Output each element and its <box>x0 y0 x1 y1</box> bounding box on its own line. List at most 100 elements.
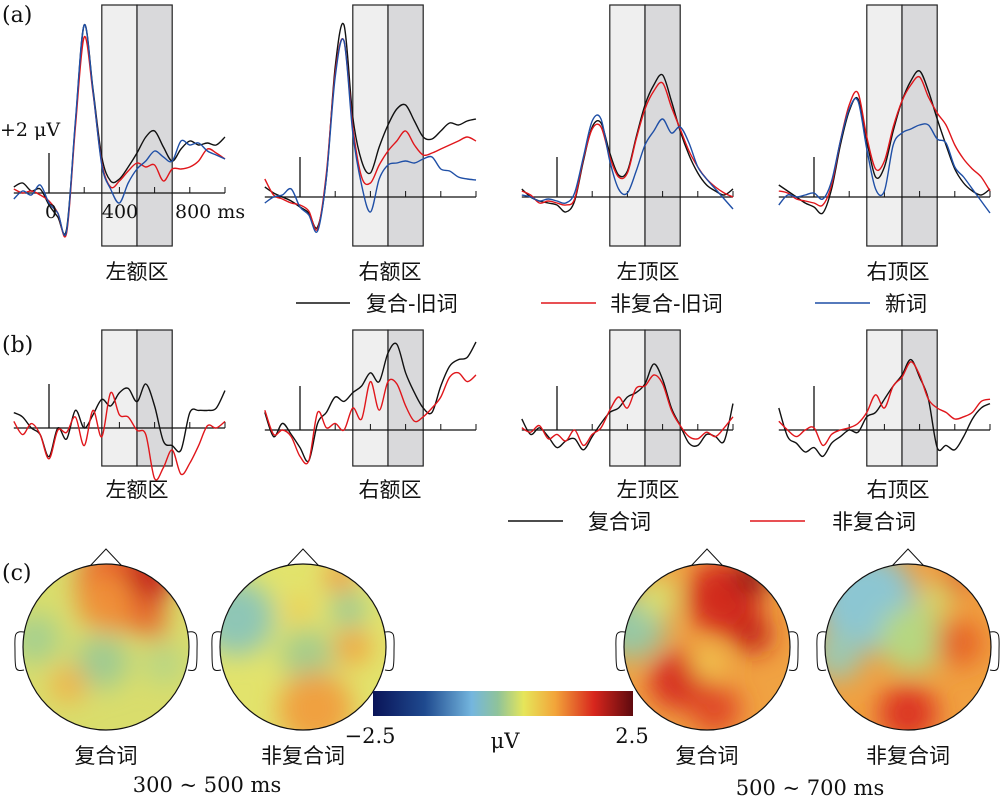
topomap-blob <box>878 684 938 730</box>
waveform-blue <box>264 38 477 233</box>
panel-label-c: (c) <box>2 561 32 586</box>
topomap-blob <box>692 648 722 679</box>
nose-icon <box>690 548 724 567</box>
time-window-300-500 <box>352 329 389 467</box>
colorbar-unit-label: μV <box>491 729 521 753</box>
nose-icon <box>286 548 320 567</box>
topomap-blob <box>690 684 741 730</box>
waveform-red <box>264 38 477 231</box>
topomap-surface <box>23 564 189 730</box>
region-label: 左顶区 <box>617 260 680 284</box>
waveform-blue <box>778 97 991 214</box>
left-ear-icon <box>211 631 222 671</box>
waveform-red <box>778 361 991 447</box>
panel-label-a: (a) <box>2 3 32 28</box>
colorbar-gradient <box>373 691 633 716</box>
legend-label: 复合词 <box>588 510 651 534</box>
topomap-blob <box>330 591 367 628</box>
colorbar-max-label: 2.5 <box>615 724 648 748</box>
time-window-500-700 <box>136 329 173 467</box>
time-window-300-500 <box>101 329 138 467</box>
legend-label: 非复合词 <box>832 510 916 534</box>
topomap-1 <box>14 548 198 731</box>
topomap-blob <box>50 666 87 703</box>
erp-panel-2 <box>264 329 477 467</box>
topomap-surface <box>825 564 991 730</box>
region-label: 左额区 <box>106 478 169 502</box>
topomap-blob <box>75 635 129 689</box>
x-tick-400: 400 <box>102 201 138 223</box>
topomap-blob <box>922 582 952 613</box>
region-label: 左顶区 <box>617 478 680 502</box>
left-ear-icon <box>14 631 25 671</box>
legend-b: 复合词 非复合词 <box>508 510 916 534</box>
topomap-blob <box>278 671 353 730</box>
time-window-500-700 <box>644 4 681 247</box>
legend-label: 新词 <box>885 292 927 316</box>
waveform-blue <box>521 114 734 210</box>
legend-a: 复合-旧词 非复合-旧词 新词 <box>296 292 927 316</box>
topomap-blob <box>334 628 372 666</box>
time-window-500-700 <box>901 329 938 467</box>
region-label: 右额区 <box>359 478 422 502</box>
topomap-blob <box>736 564 770 594</box>
waveform-red <box>521 374 734 447</box>
left-ear-icon <box>816 631 827 671</box>
erp-panel-1 <box>13 329 226 481</box>
head-outline <box>623 563 791 731</box>
erp-panel-4 <box>778 329 991 467</box>
left-ear-icon <box>615 631 626 671</box>
topomap-blob <box>122 564 173 602</box>
topomap-blob <box>878 605 946 672</box>
time-window-300-500 <box>101 4 138 247</box>
waveform-red <box>264 371 477 465</box>
head-outline <box>219 563 387 731</box>
waveform-black <box>13 383 226 458</box>
waveform-red <box>778 75 991 207</box>
topomap-label: 非复合词 <box>866 744 950 768</box>
topomap-blob <box>280 628 334 682</box>
time-window-500-700 <box>644 329 681 467</box>
time-window-label: 500 ~ 700 ms <box>736 776 884 798</box>
topomap-blob <box>636 576 678 618</box>
topomap-blob <box>286 597 312 623</box>
head-outline <box>22 563 190 731</box>
waveform-red <box>13 36 226 238</box>
panel-label-b: (b) <box>2 333 33 358</box>
x-tick-0: 0 <box>45 201 57 223</box>
waveform-black <box>264 341 477 463</box>
topomap-blob <box>140 612 168 640</box>
right-ear-icon <box>384 631 395 671</box>
erp-panel-4 <box>778 4 991 247</box>
waveform-black <box>521 73 734 213</box>
head-outline <box>824 563 992 731</box>
time-window-500-700 <box>387 4 424 247</box>
panel-b-waveforms <box>13 329 991 481</box>
time-window-500-700 <box>387 329 424 467</box>
topomap-blob <box>825 630 863 681</box>
panel-a-waveforms <box>13 4 991 247</box>
erp-panel-2 <box>264 4 477 247</box>
erp-panel-3 <box>521 4 734 247</box>
topomap-blob <box>143 642 185 685</box>
x-tick-800: 800 ms <box>175 201 245 223</box>
topomap-blobs <box>624 564 771 730</box>
time-window-500-700 <box>136 4 173 247</box>
topomap-surface <box>220 564 386 730</box>
topomap-3 <box>615 548 799 731</box>
erp-panel-1 <box>13 4 226 247</box>
right-ear-icon <box>187 631 198 671</box>
topomap-4 <box>816 548 1000 731</box>
topomap-label: 复合词 <box>676 744 739 768</box>
right-ear-icon <box>989 631 1000 671</box>
time-window-300-500 <box>609 329 646 467</box>
time-window-300-500 <box>866 4 903 247</box>
topomap-surface <box>624 564 790 730</box>
waveform-red <box>13 391 226 481</box>
colorbar: −2.5 μV 2.5 <box>345 691 649 753</box>
topomap-2 <box>211 548 395 731</box>
colorbar-min-label: −2.5 <box>345 724 396 748</box>
amplitude-scale-label: +2 μV <box>0 119 60 141</box>
waveform-black <box>13 24 226 236</box>
